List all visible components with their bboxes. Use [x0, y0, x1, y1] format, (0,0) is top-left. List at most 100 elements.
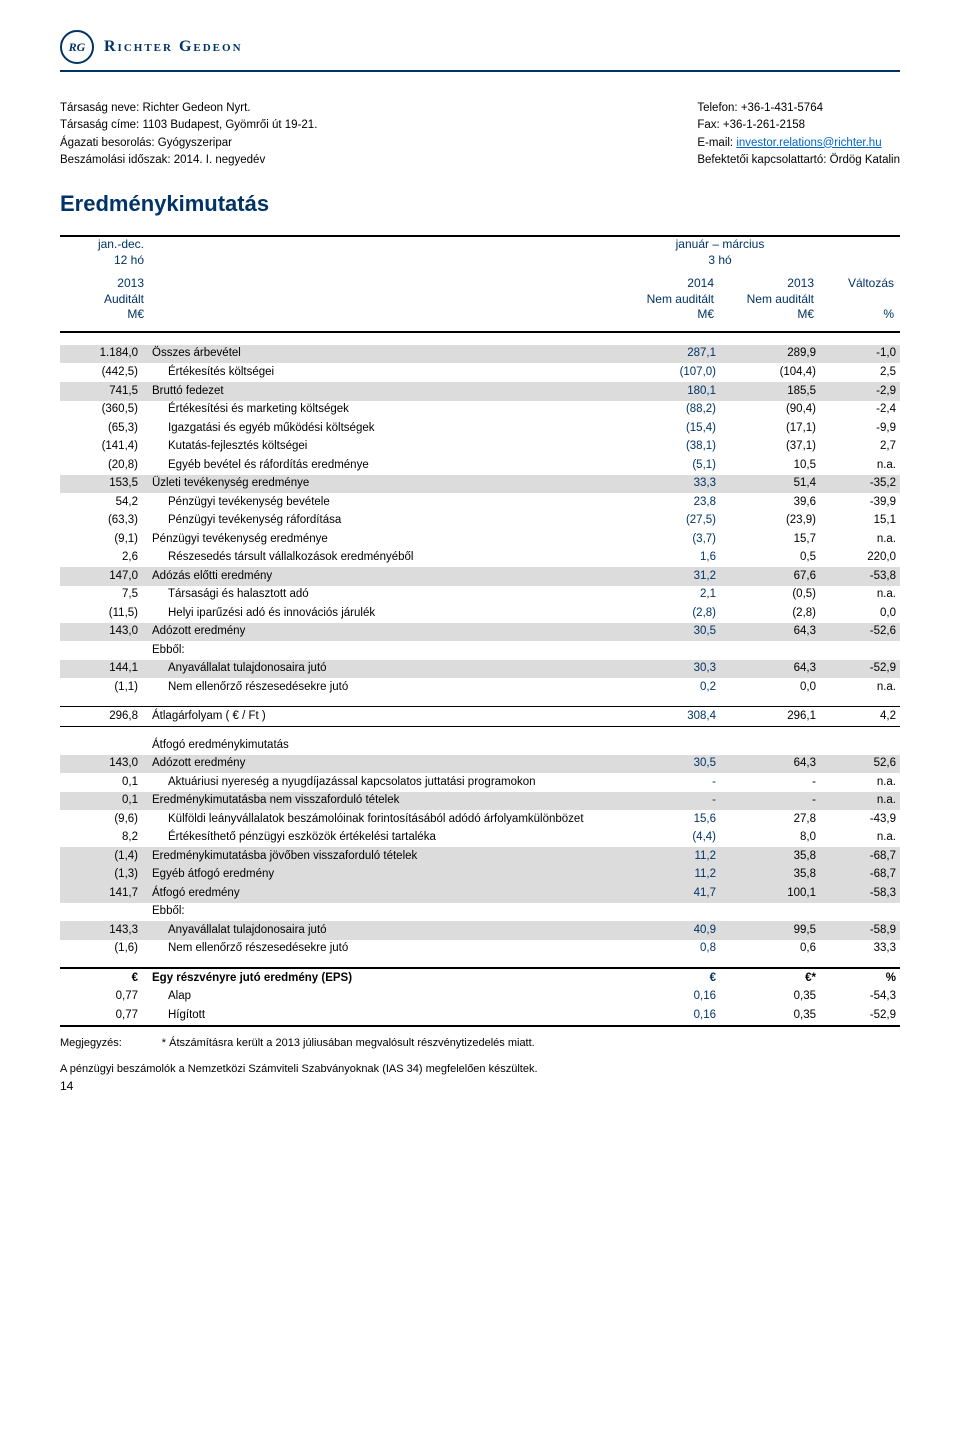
cell-c3: 100,1 — [720, 884, 820, 903]
col-header-2014-me: M€ — [620, 307, 714, 323]
col-header-2014-year: 2014 — [620, 276, 714, 292]
cell-c2 — [620, 903, 720, 922]
cell-c0: (63,3) — [60, 512, 148, 531]
table-row: (1,6)Nem ellenőrző részesedésekre jutó0,… — [60, 940, 900, 959]
cell-c1: Összes árbevétel — [148, 345, 620, 364]
cell-c0: 2,6 — [60, 549, 148, 568]
cell-c1: Értékesítési és marketing költségek — [148, 401, 620, 420]
info-email-link[interactable]: investor.relations@richter.hu — [736, 137, 881, 149]
footnote: Megjegyzés: * Átszámításra került a 2013… — [60, 1037, 900, 1049]
cell-c4: -35,2 — [820, 475, 900, 494]
cell-c0: 741,5 — [60, 382, 148, 401]
table-row: (9,1)Pénzügyi tevékenység eredménye(3,7)… — [60, 530, 900, 549]
table-row: (20,8)Egyéb bevétel és ráfordítás eredmé… — [60, 456, 900, 475]
cell-c1: Társasági és halasztott adó — [148, 586, 620, 605]
cell-c3: 0,35 — [720, 1007, 820, 1026]
cell-c3: 51,4 — [720, 475, 820, 494]
cell-c3: 99,5 — [720, 921, 820, 940]
table-row: 0,1Eredménykimutatásba nem visszaforduló… — [60, 792, 900, 811]
cell-c1: Üzleti tevékenység eredménye — [148, 475, 620, 494]
cell-c4: 33,3 — [820, 940, 900, 959]
income-statement-table: 1.184,0Összes árbevétel287,1289,9-1,0(44… — [60, 345, 900, 1025]
cell-c2: (5,1) — [620, 456, 720, 475]
cell-c4: 2,7 — [820, 438, 900, 457]
col-header-jan-mar: január – március — [620, 237, 820, 253]
cell-c4: n.a. — [820, 792, 900, 811]
table-row: 0,1Aktuáriusi nyereség a nyugdíjazással … — [60, 773, 900, 792]
company-name: Richter Gedeon — [104, 38, 243, 56]
cell-c4: n.a. — [820, 586, 900, 605]
cell-c1: Alap — [148, 988, 620, 1007]
table-row: (9,6)Külföldi leányvállalatok beszámolói… — [60, 810, 900, 829]
cell-c1: Nem ellenőrző részesedésekre jutó — [148, 678, 620, 697]
eps-c0: € — [60, 968, 148, 988]
cell-c0: 144,1 — [60, 660, 148, 679]
divider-3 — [60, 1025, 900, 1027]
cell-c2: 31,2 — [620, 567, 720, 586]
cell-c0: (1,1) — [60, 678, 148, 697]
table-row: 0,77Alap0,160,35-54,3 — [60, 988, 900, 1007]
cell-c4: -58,3 — [820, 884, 900, 903]
table-row: 8,2Értékesíthető pénzügyi eszközök érték… — [60, 829, 900, 848]
cell-c2: (38,1) — [620, 438, 720, 457]
cell-c4: -9,9 — [820, 419, 900, 438]
cell-c3: 289,9 — [720, 345, 820, 364]
cell-c2: 30,5 — [620, 755, 720, 774]
footnote-text: * Átszámításra került a 2013 júliusában … — [162, 1037, 535, 1049]
cell-c0: (1,4) — [60, 847, 148, 866]
cell-c1: Helyi iparűzési adó és innovációs járulé… — [148, 604, 620, 623]
cell-c2: 41,7 — [620, 884, 720, 903]
company-info-right: Telefon: +36-1-431-5764 Fax: +36-1-261-2… — [697, 100, 900, 169]
cell-c3: 64,3 — [720, 755, 820, 774]
cell-c0 — [60, 641, 148, 660]
cell-c4: n.a. — [820, 829, 900, 848]
cell-c0: (442,5) — [60, 363, 148, 382]
col-header-2013-year: 2013 — [720, 276, 814, 292]
column-header-row-2: 2013 Auditált M€ 2014 Nem auditált M€ 20… — [60, 268, 900, 331]
cell-c2: 30,5 — [620, 623, 720, 642]
cell-c2: (88,2) — [620, 401, 720, 420]
table-row: (141,4)Kutatás-fejlesztés költségei(38,1… — [60, 438, 900, 457]
cell-c3: 35,8 — [720, 866, 820, 885]
column-header-row-1: jan.-dec. 12 hó január – március 3 hó — [60, 237, 900, 268]
cell-c4: 0,0 — [820, 604, 900, 623]
cell-c4: -2,9 — [820, 382, 900, 401]
cell-c4: n.a. — [820, 530, 900, 549]
cell-c4: 2,5 — [820, 363, 900, 382]
cell-c2: 0,16 — [620, 988, 720, 1007]
cell-c3 — [720, 903, 820, 922]
cell-c4: -68,7 — [820, 866, 900, 885]
cell-c2: 1,6 — [620, 549, 720, 568]
cell-c0: (141,4) — [60, 438, 148, 457]
avg-rate-c3: 296,1 — [720, 707, 820, 727]
cell-c3: 10,5 — [720, 456, 820, 475]
col-header-2013: 2013 — [60, 276, 144, 292]
cell-c1: Külföldi leányvállalatok beszámolóinak f… — [148, 810, 620, 829]
cell-c0: (9,1) — [60, 530, 148, 549]
cell-c2: (15,4) — [620, 419, 720, 438]
table-row: (1,1)Nem ellenőrző részesedésekre jutó0,… — [60, 678, 900, 697]
cell-c1: Egyéb átfogó eredmény — [148, 866, 620, 885]
cell-c0: 141,7 — [60, 884, 148, 903]
cell-c0: (65,3) — [60, 419, 148, 438]
cell-c4: 15,1 — [820, 512, 900, 531]
comprehensive-title-row: Átfogó eredménykimutatás — [60, 736, 900, 755]
info-email-label: E-mail: — [697, 137, 736, 149]
cell-c1: Értékesítés költségei — [148, 363, 620, 382]
cell-c1: Anyavállalat tulajdonosaira jutó — [148, 921, 620, 940]
table-row: 741,5Bruttó fedezet180,1185,5-2,9 — [60, 382, 900, 401]
table-row: (442,5)Értékesítés költségei(107,0)(104,… — [60, 363, 900, 382]
table-row: 153,5Üzleti tevékenység eredménye33,351,… — [60, 475, 900, 494]
cell-c3: (2,8) — [720, 604, 820, 623]
cell-c2: 15,6 — [620, 810, 720, 829]
table-row: (360,5)Értékesítési és marketing költség… — [60, 401, 900, 420]
cell-c4: n.a. — [820, 678, 900, 697]
cell-c1: Pénzügyi tevékenység ráfordítása — [148, 512, 620, 531]
table-row: 141,7Átfogó eredmény41,7100,1-58,3 — [60, 884, 900, 903]
cell-c0: 54,2 — [60, 493, 148, 512]
cell-c2: 11,2 — [620, 866, 720, 885]
table-row: (65,3)Igazgatási és egyéb működési költs… — [60, 419, 900, 438]
cell-c0: 0,77 — [60, 988, 148, 1007]
col-header-2013-audit: Nem auditált — [720, 292, 814, 308]
cell-c2 — [620, 641, 720, 660]
